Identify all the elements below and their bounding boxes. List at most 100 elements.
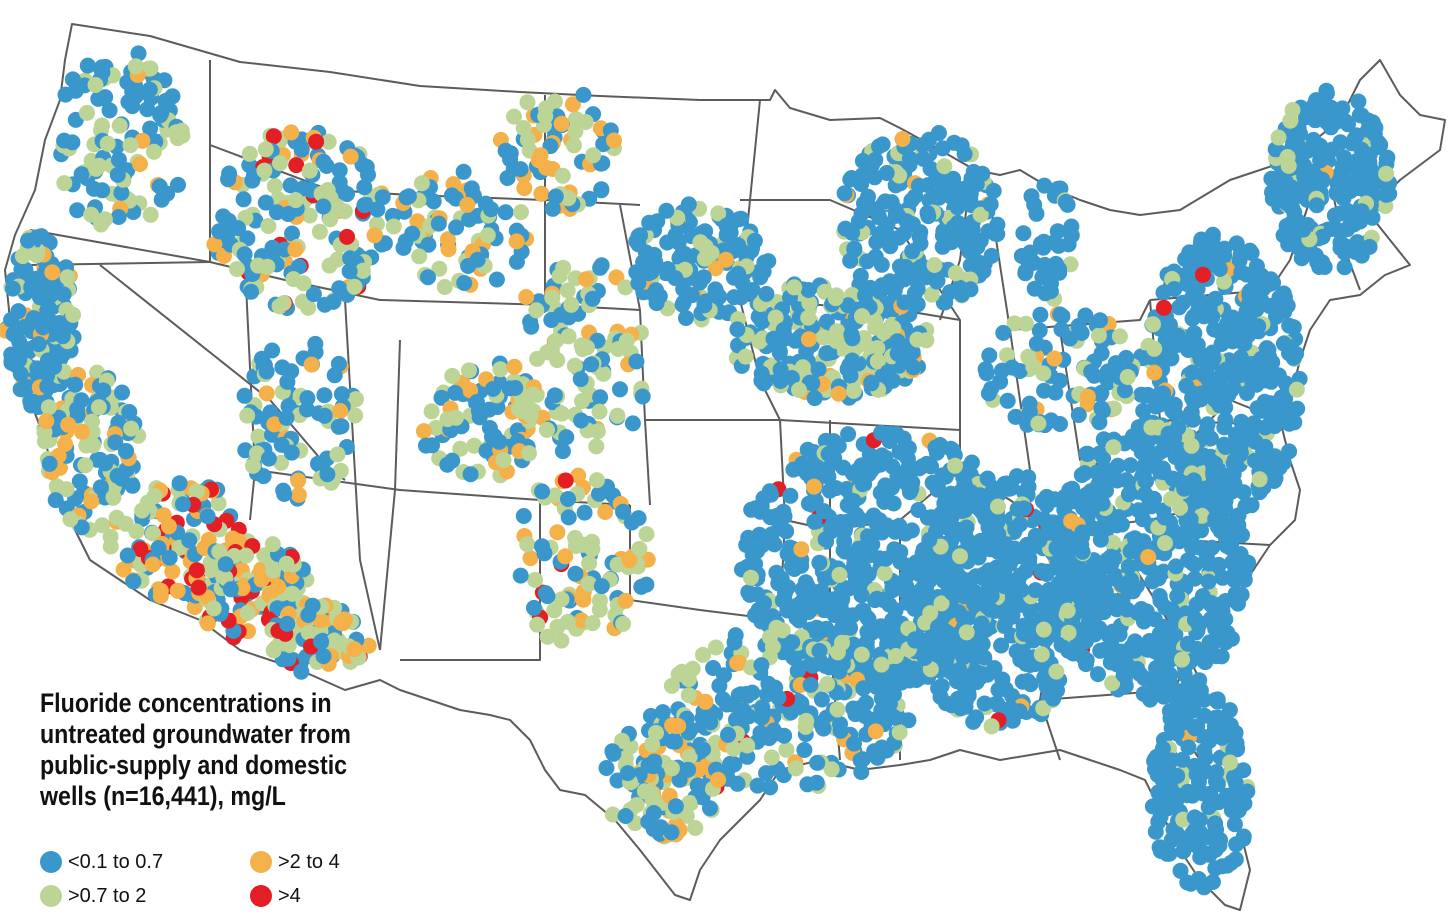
well-dot — [853, 646, 870, 663]
well-dot — [238, 547, 254, 564]
well-dot — [123, 420, 140, 437]
well-dot — [957, 527, 974, 544]
well-dot — [574, 393, 590, 409]
well-dot — [280, 206, 297, 222]
well-dot — [266, 416, 283, 433]
well-dot — [113, 184, 130, 201]
well-dot — [1154, 740, 1171, 757]
well-dot — [1250, 293, 1267, 310]
well-dot — [806, 478, 822, 495]
well-dot — [1060, 642, 1077, 659]
well-dot — [456, 275, 473, 291]
well-dot — [459, 196, 476, 213]
well-dot — [330, 355, 347, 372]
well-dot — [1048, 663, 1065, 680]
well-dot — [1332, 134, 1349, 151]
well-dot — [110, 209, 127, 225]
well-dot — [809, 754, 826, 771]
well-dot — [888, 426, 905, 443]
well-dot — [999, 392, 1016, 409]
well-dot — [1228, 359, 1245, 376]
well-dot — [1199, 416, 1216, 433]
well-dot — [776, 727, 793, 744]
well-dot — [1146, 611, 1163, 628]
well-dot — [315, 153, 332, 170]
well-dot — [1185, 472, 1202, 489]
well-dot — [855, 680, 872, 697]
well-dot — [326, 632, 343, 649]
well-dot — [239, 407, 256, 424]
well-dot — [663, 824, 680, 841]
well-dot — [145, 525, 161, 542]
well-dot — [54, 346, 71, 363]
well-dot — [1318, 85, 1335, 102]
well-dot — [1155, 385, 1172, 402]
well-dot — [928, 273, 945, 290]
well-dot — [284, 225, 300, 242]
well-dot — [904, 563, 921, 580]
well-dot — [1281, 317, 1298, 334]
well-dot — [1108, 517, 1125, 534]
well-dot — [356, 179, 373, 196]
well-dot — [111, 117, 128, 134]
well-dot — [948, 193, 965, 210]
well-dot — [863, 375, 880, 392]
well-dot — [1202, 452, 1219, 469]
well-dot — [798, 712, 815, 729]
well-dot — [87, 77, 104, 93]
well-dot — [398, 189, 415, 206]
well-dot — [554, 167, 571, 184]
well-dot — [360, 637, 377, 654]
well-dot — [290, 486, 307, 503]
well-dot — [527, 571, 544, 588]
well-dot — [830, 385, 847, 402]
well-dot — [695, 741, 711, 758]
well-dot — [258, 363, 275, 380]
well-dot — [1120, 486, 1137, 503]
well-dot — [976, 540, 993, 557]
well-dot — [621, 552, 638, 569]
well-dot — [73, 166, 90, 183]
well-dot — [785, 649, 801, 666]
well-dot — [910, 177, 927, 194]
well-dot — [199, 508, 216, 525]
well-dot — [877, 550, 894, 567]
well-dot — [560, 328, 577, 345]
well-dot — [1201, 555, 1218, 572]
well-dot — [260, 450, 277, 467]
well-dot — [1186, 570, 1203, 587]
well-dot — [846, 556, 863, 573]
well-dot — [951, 279, 968, 296]
well-dot — [469, 251, 486, 268]
legend-item-very-high: >4 — [250, 882, 301, 910]
well-dot — [280, 398, 297, 415]
well-dot — [811, 554, 828, 571]
well-dot — [94, 59, 111, 76]
well-dot — [1229, 786, 1246, 803]
well-dot — [1247, 452, 1263, 469]
well-dot — [1194, 266, 1211, 283]
well-dot — [1137, 472, 1154, 489]
well-dot — [88, 160, 105, 177]
well-dot — [985, 182, 1002, 199]
well-dot — [1068, 561, 1084, 578]
well-dot — [512, 161, 529, 178]
well-dot — [150, 540, 167, 556]
well-dot — [188, 483, 205, 500]
well-dot — [1022, 676, 1039, 693]
well-dot — [1354, 174, 1371, 191]
well-dot — [142, 60, 159, 77]
well-dot — [624, 415, 641, 432]
well-dot — [526, 599, 542, 616]
well-dot — [83, 493, 100, 510]
well-dot — [689, 777, 706, 794]
well-dot — [305, 286, 322, 303]
well-dot — [230, 220, 247, 237]
well-dot — [738, 537, 755, 553]
well-dot — [455, 163, 472, 180]
well-dot — [328, 198, 345, 215]
well-dot — [702, 714, 719, 731]
well-dot — [1070, 407, 1087, 423]
well-dot — [1314, 254, 1331, 271]
well-dot — [829, 701, 846, 718]
